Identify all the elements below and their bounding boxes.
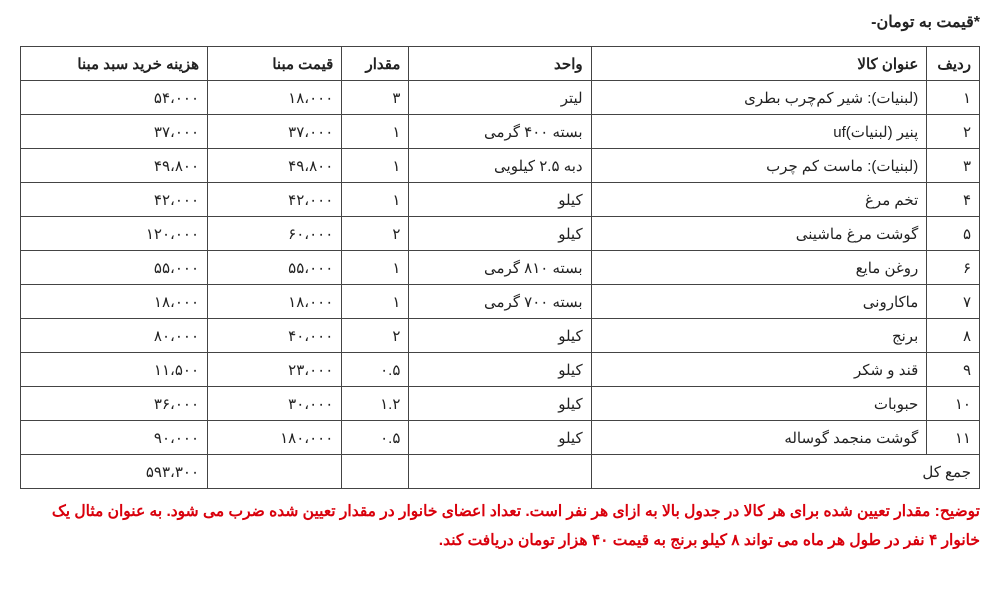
- table-row: ۴تخم مرغکیلو۱۴۲،۰۰۰۴۲،۰۰۰: [21, 183, 980, 217]
- header-price: قیمت مبنا: [208, 47, 342, 81]
- cell-price: ۴۲،۰۰۰: [208, 183, 342, 217]
- cell-price: ۳۷،۰۰۰: [208, 115, 342, 149]
- cell-price: ۱۸،۰۰۰: [208, 285, 342, 319]
- cell-cost: ۱۱،۵۰۰: [21, 353, 208, 387]
- total-label: جمع کل: [591, 455, 979, 489]
- cell-unit: کیلو: [409, 217, 591, 251]
- table-row: ۶روغن مایعبسته ۸۱۰ گرمی۱۵۵،۰۰۰۵۵،۰۰۰: [21, 251, 980, 285]
- total-empty-unit: [409, 455, 591, 489]
- cell-qty: ۲: [342, 319, 409, 353]
- explanation-text: توضیح: مقدار تعیین شده برای هر کالا در ج…: [20, 497, 980, 556]
- header-unit: واحد: [409, 47, 591, 81]
- cell-unit: لیتر: [409, 81, 591, 115]
- price-currency-note: *قیمت به تومان-: [20, 12, 980, 32]
- cell-unit: دبه ۲.۵ کیلویی: [409, 149, 591, 183]
- cell-cost: ۴۲،۰۰۰: [21, 183, 208, 217]
- cell-idx: ۷: [927, 285, 980, 319]
- cell-unit: بسته ۸۱۰ گرمی: [409, 251, 591, 285]
- cell-unit: کیلو: [409, 319, 591, 353]
- table-row: ۸برنجکیلو۲۴۰،۰۰۰۸۰،۰۰۰: [21, 319, 980, 353]
- cell-item: ماکارونی: [591, 285, 927, 319]
- table-row: ۱(لبنیات): شیر کم‌چرب بطریلیتر۳۱۸،۰۰۰۵۴،…: [21, 81, 980, 115]
- cell-qty: ۱: [342, 183, 409, 217]
- cell-item: گوشت منجمد گوساله: [591, 421, 927, 455]
- cell-cost: ۳۶،۰۰۰: [21, 387, 208, 421]
- cell-cost: ۳۷،۰۰۰: [21, 115, 208, 149]
- cell-qty: ۱: [342, 251, 409, 285]
- total-value: ۵۹۳،۳۰۰: [21, 455, 208, 489]
- header-qty: مقدار: [342, 47, 409, 81]
- cell-cost: ۴۹،۸۰۰: [21, 149, 208, 183]
- cell-item: روغن مایع: [591, 251, 927, 285]
- cell-item: (لبنیات): ماست کم چرب: [591, 149, 927, 183]
- cell-idx: ۱۰: [927, 387, 980, 421]
- cell-unit: بسته ۷۰۰ گرمی: [409, 285, 591, 319]
- cell-idx: ۵: [927, 217, 980, 251]
- cell-unit: بسته ۴۰۰ گرمی: [409, 115, 591, 149]
- cell-cost: ۵۵،۰۰۰: [21, 251, 208, 285]
- table-header-row: ردیف عنوان کالا واحد مقدار قیمت مبنا هزی…: [21, 47, 980, 81]
- cell-unit: کیلو: [409, 353, 591, 387]
- cell-qty: ۱.۲: [342, 387, 409, 421]
- cell-item: (لبنیات): شیر کم‌چرب بطری: [591, 81, 927, 115]
- cell-item: حبوبات: [591, 387, 927, 421]
- cell-price: ۵۵،۰۰۰: [208, 251, 342, 285]
- total-empty-qty: [342, 455, 409, 489]
- cell-qty: ۰.۵: [342, 421, 409, 455]
- cell-idx: ۴: [927, 183, 980, 217]
- table-row: ۳(لبنیات): ماست کم چربدبه ۲.۵ کیلویی۱۴۹،…: [21, 149, 980, 183]
- total-row: جمع کل ۵۹۳،۳۰۰: [21, 455, 980, 489]
- cell-qty: ۱: [342, 115, 409, 149]
- table-row: ۹قند و شکرکیلو۰.۵۲۳،۰۰۰۱۱،۵۰۰: [21, 353, 980, 387]
- cell-cost: ۸۰،۰۰۰: [21, 319, 208, 353]
- cell-item: تخم مرغ: [591, 183, 927, 217]
- cell-idx: ۲: [927, 115, 980, 149]
- cell-cost: ۱۲۰،۰۰۰: [21, 217, 208, 251]
- cell-idx: ۳: [927, 149, 980, 183]
- table-row: ۱۰حبوباتکیلو۱.۲۳۰،۰۰۰۳۶،۰۰۰: [21, 387, 980, 421]
- cell-qty: ۱: [342, 149, 409, 183]
- cell-idx: ۸: [927, 319, 980, 353]
- cell-qty: ۲: [342, 217, 409, 251]
- table-row: ۷ماکارونیبسته ۷۰۰ گرمی۱۱۸،۰۰۰۱۸،۰۰۰: [21, 285, 980, 319]
- cell-price: ۲۳،۰۰۰: [208, 353, 342, 387]
- header-cost: هزینه خرید سبد مبنا: [21, 47, 208, 81]
- cell-price: ۱۸،۰۰۰: [208, 81, 342, 115]
- cell-item: برنج: [591, 319, 927, 353]
- cell-price: ۱۸۰،۰۰۰: [208, 421, 342, 455]
- header-item: عنوان کالا: [591, 47, 927, 81]
- cell-idx: ۹: [927, 353, 980, 387]
- cell-item: قند و شکر: [591, 353, 927, 387]
- cell-price: ۴۹،۸۰۰: [208, 149, 342, 183]
- cell-qty: ۱: [342, 285, 409, 319]
- cell-item: گوشت مرغ ماشینی: [591, 217, 927, 251]
- table-row: ۱۱گوشت منجمد گوسالهکیلو۰.۵۱۸۰،۰۰۰۹۰،۰۰۰: [21, 421, 980, 455]
- cell-price: ۴۰،۰۰۰: [208, 319, 342, 353]
- price-table: ردیف عنوان کالا واحد مقدار قیمت مبنا هزی…: [20, 46, 980, 489]
- cell-unit: کیلو: [409, 421, 591, 455]
- table-row: ۲پنیر (لبنیات)ufبسته ۴۰۰ گرمی۱۳۷،۰۰۰۳۷،۰…: [21, 115, 980, 149]
- total-empty-price: [208, 455, 342, 489]
- cell-idx: ۱۱: [927, 421, 980, 455]
- cell-item: پنیر (لبنیات)uf: [591, 115, 927, 149]
- cell-idx: ۱: [927, 81, 980, 115]
- cell-unit: کیلو: [409, 387, 591, 421]
- cell-qty: ۰.۵: [342, 353, 409, 387]
- cell-idx: ۶: [927, 251, 980, 285]
- cell-price: ۶۰،۰۰۰: [208, 217, 342, 251]
- cell-cost: ۵۴،۰۰۰: [21, 81, 208, 115]
- cell-cost: ۱۸،۰۰۰: [21, 285, 208, 319]
- table-row: ۵گوشت مرغ ماشینیکیلو۲۶۰،۰۰۰۱۲۰،۰۰۰: [21, 217, 980, 251]
- cell-price: ۳۰،۰۰۰: [208, 387, 342, 421]
- cell-qty: ۳: [342, 81, 409, 115]
- cell-unit: کیلو: [409, 183, 591, 217]
- header-idx: ردیف: [927, 47, 980, 81]
- cell-cost: ۹۰،۰۰۰: [21, 421, 208, 455]
